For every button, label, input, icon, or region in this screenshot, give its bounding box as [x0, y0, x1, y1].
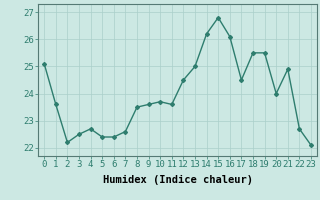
- X-axis label: Humidex (Indice chaleur): Humidex (Indice chaleur): [103, 175, 252, 185]
